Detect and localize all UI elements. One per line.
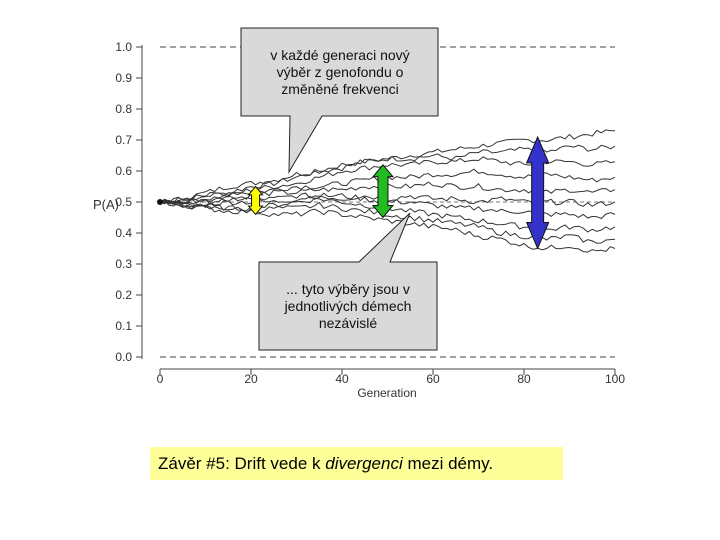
x-tick-label: 20 — [244, 372, 258, 386]
x-tick-label: 40 — [335, 372, 349, 386]
y-tick-label: 0.1 — [115, 319, 132, 333]
y-tick-label: 0.9 — [115, 71, 132, 85]
y-tick-label: 0.6 — [115, 164, 132, 178]
chart-callouts — [240, 27, 439, 351]
yellow-arrow — [247, 185, 264, 216]
callout-text-top: v každé generaci nový výběr z genofondu … — [270, 47, 410, 97]
series-line — [159, 200, 616, 253]
chart-axes: 0.0 0.1 0.2 0.3 0.4 0.5 0.6 0.7 0.8 0.9 1.0 0 20 40 60… — [115, 40, 625, 386]
blue-arrow — [525, 135, 550, 250]
conclusion-suffix: mezi démy. — [402, 454, 494, 473]
conclusion-box: Závěr #5: Drift vede k divergenci mezi d… — [150, 447, 563, 480]
y-tick-label: 1.0 — [115, 40, 132, 54]
x-tick-label: 80 — [517, 372, 531, 386]
y-tick-label: 0.5 — [115, 195, 132, 209]
conclusion-emphasis: divergenci — [325, 454, 403, 473]
x-axis-label: Generation — [357, 386, 416, 400]
conclusion-prefix: Závěr #5: Drift vede k — [158, 454, 326, 473]
y-tick-label: 0.0 — [115, 350, 132, 364]
chart-arrows — [247, 135, 550, 250]
callout-text-bottom: ... tyto výběry jsou v jednotlivých déme… — [284, 281, 412, 331]
y-tick-label: 0.4 — [115, 226, 132, 240]
drift-chart: 0.0 0.1 0.2 0.3 0.4 0.5 0.6 0.7 0.8 0.9 1.0 0 20 40 60… — [93, 27, 625, 400]
y-tick-label: 0.8 — [115, 102, 132, 116]
callout-top — [240, 27, 439, 174]
y-axis-label: P(A) — [93, 197, 119, 212]
y-tick-label: 0.3 — [115, 257, 132, 271]
y-tick-label: 0.7 — [115, 133, 132, 147]
x-tick-label: 60 — [426, 372, 440, 386]
x-tick-label: 100 — [605, 372, 625, 386]
start-point — [157, 199, 163, 205]
x-tick-label: 0 — [157, 372, 164, 386]
callout-bottom — [258, 212, 438, 351]
y-tick-label: 0.2 — [115, 288, 132, 302]
green-arrow — [371, 164, 395, 219]
